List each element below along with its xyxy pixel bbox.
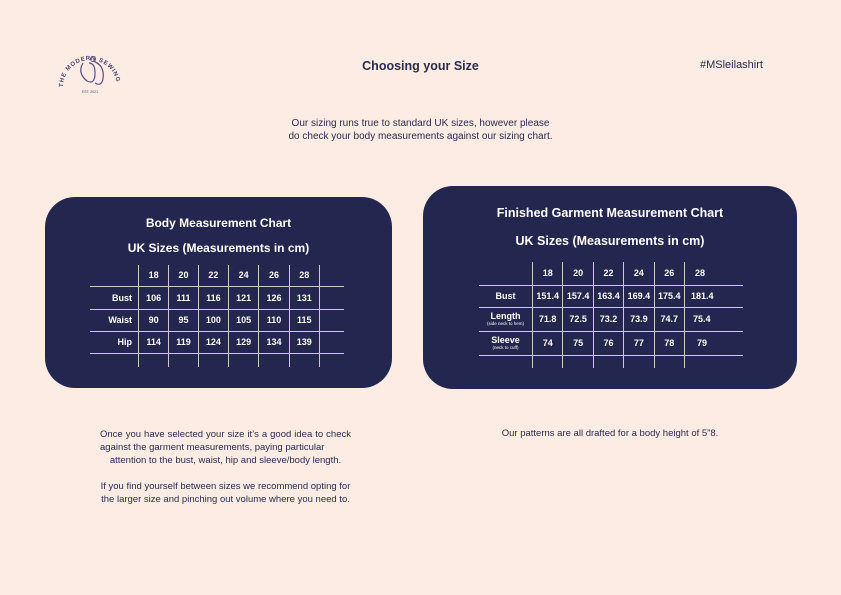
- advice-p2: If you find yourself between sizes we re…: [100, 481, 351, 505]
- row-label: Bust: [90, 285, 139, 310]
- size-header: 26: [653, 262, 686, 286]
- cell: 157.4: [562, 284, 594, 308]
- advice-p1a: Once you have selected your size it’s a …: [100, 429, 351, 453]
- empty-row: [90, 352, 344, 367]
- table-row: Sleeve (neck to cuff) 74 75 76 77 78 79: [479, 330, 743, 356]
- header-row: 18 20 22 24 26 28: [90, 265, 344, 287]
- garment-measurement-card: Finished Garment Measurement Chart UK Si…: [423, 186, 797, 389]
- cell: 131: [288, 285, 321, 310]
- cell: 75.4: [684, 306, 743, 332]
- cell: 90: [137, 308, 170, 332]
- cell: 124: [197, 330, 230, 354]
- cell: 151.4: [531, 284, 564, 308]
- body-chart-title: Body Measurement Chart: [145, 216, 292, 230]
- cell: 181.4: [684, 284, 743, 308]
- row-note: (neck to cuff): [492, 345, 519, 350]
- cell: 115: [288, 308, 321, 332]
- cell: 75: [562, 330, 594, 356]
- table-row: Length (side neck to hem) 71.8 72.5 73.2 …: [479, 306, 743, 332]
- cell: 139: [288, 330, 321, 354]
- cell: 77: [623, 330, 655, 356]
- row-label: Hip: [90, 330, 139, 354]
- cell: 73.2: [592, 306, 625, 332]
- size-header: 20: [168, 265, 199, 287]
- cell: 95: [168, 308, 199, 332]
- size-header: 22: [197, 265, 230, 287]
- garment-measurement-table: 18 20 22 24 26 28 Bust 151.4 157.4 163.4…: [479, 262, 743, 368]
- size-header: 22: [592, 262, 625, 286]
- header-row: 18 20 22 24 26 28: [479, 262, 743, 286]
- body-measurement-card: Body Measurement Chart UK Sizes (Measure…: [45, 197, 392, 388]
- cell: 114: [137, 330, 170, 354]
- row-label: Waist: [90, 308, 139, 332]
- garment-chart-title: Finished Garment Measurement Chart: [496, 206, 724, 220]
- size-header: 18: [137, 265, 170, 287]
- size-header: 24: [623, 262, 655, 286]
- garment-chart-subtitle: UK Sizes (Measurements in cm): [515, 234, 705, 248]
- size-header: 28: [288, 265, 321, 287]
- size-header: 24: [227, 265, 260, 287]
- row-label: Bust: [479, 284, 533, 308]
- cell: 169.4: [623, 284, 655, 308]
- size-header: 20: [562, 262, 594, 286]
- cell: 129: [227, 330, 260, 354]
- hashtag: #MSleilashirt: [700, 59, 763, 71]
- intro-text: Our sizing runs true to standard UK size…: [0, 117, 841, 143]
- table-row: Hip 114 119 124 129 134 139: [90, 330, 344, 354]
- cell: 163.4: [592, 284, 625, 308]
- page-title: Choosing your Size: [362, 59, 479, 73]
- cell: 76: [592, 330, 625, 356]
- empty-row: [479, 354, 743, 368]
- cell: 79: [684, 330, 743, 356]
- cell: 72.5: [562, 306, 594, 332]
- body-chart-subtitle: UK Sizes (Measurements in cm): [127, 241, 310, 255]
- advice-p1b: attention to the bust, waist, hip and sl…: [109, 455, 342, 466]
- size-advice-text: Once you have selected your size it’s a …: [100, 428, 351, 519]
- body-measurement-table: 18 20 22 24 26 28 Bust 106 111 116 121 1…: [90, 265, 344, 367]
- logo-est: EST. 2021: [82, 90, 98, 94]
- cell: 175.4: [653, 284, 686, 308]
- row-note: (side neck to hem): [486, 321, 524, 326]
- table-row: Bust 106 111 116 121 126 131: [90, 285, 344, 310]
- cell: 105: [227, 308, 260, 332]
- cell: 111: [168, 285, 199, 310]
- cell: 134: [258, 330, 290, 354]
- intro-line-2: do check your body measurements against …: [288, 131, 553, 142]
- table-row: Bust 151.4 157.4 163.4 169.4 175.4 181.4: [479, 284, 743, 308]
- cell: 78: [653, 330, 686, 356]
- cell: 74: [531, 330, 564, 356]
- cell: 106: [137, 285, 170, 310]
- intro-line-1: Our sizing runs true to standard UK size…: [291, 118, 550, 129]
- height-note: Our patterns are all drafted for a body …: [501, 428, 719, 439]
- cell: 74.7: [653, 306, 686, 332]
- brand-logo: THE MODERN SEWING CO. EST. 2021: [52, 31, 125, 100]
- cell: 116: [197, 285, 230, 310]
- cell: 121: [227, 285, 260, 310]
- cell: 100: [197, 308, 230, 332]
- size-header: 18: [531, 262, 564, 286]
- cell: 71.8: [531, 306, 564, 332]
- size-header: 28: [684, 262, 743, 286]
- size-header: 26: [258, 265, 290, 287]
- row-label: Sleeve (neck to cuff): [479, 330, 533, 356]
- row-label: Length (side neck to hem): [479, 306, 533, 332]
- cell: 126: [258, 285, 290, 310]
- cell: 73.9: [623, 306, 655, 332]
- table-row: Waist 90 95 100 105 110 115: [90, 308, 344, 332]
- cell: 119: [168, 330, 199, 354]
- cell: 110: [258, 308, 290, 332]
